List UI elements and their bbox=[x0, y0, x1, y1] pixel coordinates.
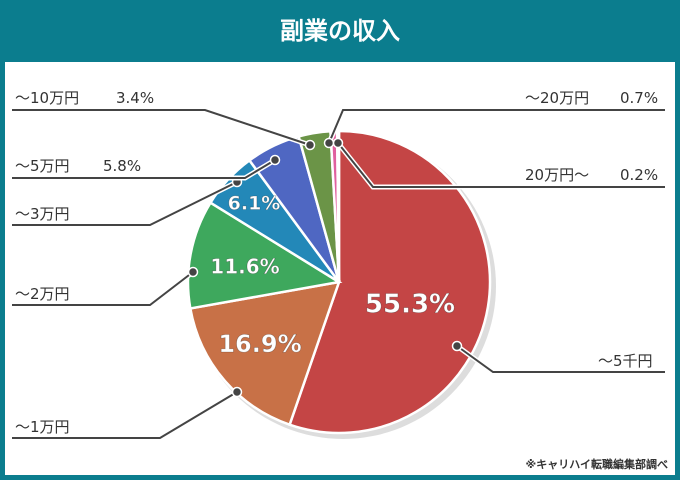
category-label-3man: ～3万円 bbox=[15, 205, 70, 223]
category-label-5man: ～5万円 bbox=[15, 157, 70, 175]
category-label-20man: ～20万円 bbox=[525, 89, 590, 107]
source-note: ※キャリハイ転職編集部調べ bbox=[525, 458, 668, 471]
leader-line bbox=[12, 391, 238, 439]
slice-percent-label: 16.9% bbox=[218, 330, 301, 358]
slice-percent-label: 6.1% bbox=[228, 193, 281, 215]
leader-line bbox=[12, 271, 194, 306]
leader-line bbox=[456, 345, 665, 373]
percent-label-5man: 5.8% bbox=[103, 157, 142, 175]
leader-line-outline bbox=[12, 107, 311, 148]
leader-dot bbox=[323, 137, 335, 149]
leader-line bbox=[328, 109, 665, 144]
leader-dot bbox=[187, 266, 199, 278]
leader-line bbox=[12, 159, 276, 179]
percent-label-20man: 0.7% bbox=[620, 89, 659, 107]
leader-line bbox=[12, 109, 311, 146]
slice-percent-label: 11.6% bbox=[210, 255, 279, 279]
percent-label-over20man: 0.2% bbox=[620, 166, 659, 184]
pie-slice bbox=[335, 129, 341, 283]
slice-percent-label: 55.3% bbox=[365, 290, 455, 320]
category-label-over20man: 20万円～ bbox=[525, 166, 590, 184]
leader-dot bbox=[304, 139, 316, 151]
leader-dot bbox=[332, 137, 344, 149]
category-label-1man: ～1万円 bbox=[15, 418, 70, 436]
category-label-10man: ～10万円 bbox=[15, 89, 80, 107]
category-label-5sen: ～5千円 bbox=[598, 352, 653, 370]
pie-slice bbox=[188, 280, 341, 427]
percent-label-10man: 3.4% bbox=[116, 89, 155, 107]
leader-line bbox=[337, 142, 665, 188]
leader-dot bbox=[451, 340, 463, 352]
leader-line bbox=[12, 181, 238, 226]
leader-dot bbox=[231, 386, 243, 398]
leader-dot bbox=[269, 154, 281, 166]
chart-title: 副業の収入 bbox=[280, 17, 400, 45]
category-label-2man: ～2万円 bbox=[15, 285, 70, 303]
pie-slice bbox=[186, 200, 343, 310]
